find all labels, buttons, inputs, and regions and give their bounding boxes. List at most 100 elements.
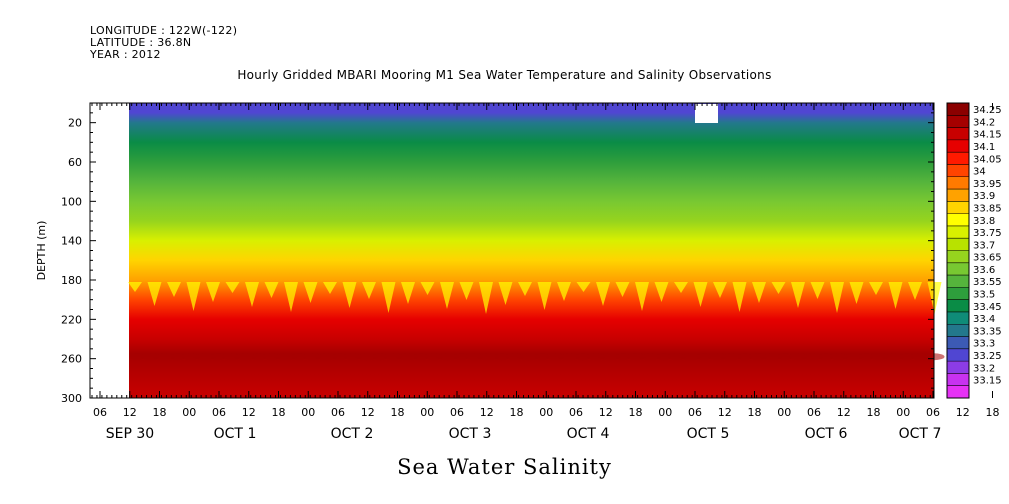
colorbar-label: 33.15 — [973, 376, 1002, 387]
yellow-spike — [908, 281, 922, 300]
band-patch — [211, 353, 225, 361]
y-tick-label: 260 — [61, 353, 82, 366]
band-patch — [882, 353, 904, 361]
colorbar-label: 34.1 — [973, 142, 995, 153]
band-patch — [598, 353, 621, 361]
missing-data-gap — [695, 104, 718, 123]
yellow-spike — [167, 281, 181, 297]
x-tick-label: 06 — [450, 406, 464, 419]
colorbar-swatch — [947, 311, 969, 325]
band-patch — [193, 353, 216, 361]
x-tick-label: 18 — [272, 406, 286, 419]
band-patch — [801, 353, 823, 361]
yellow-spike — [557, 281, 571, 301]
x-tick-label: 06 — [688, 406, 702, 419]
band-patch — [396, 353, 418, 361]
yellow-spike — [245, 281, 259, 307]
band-patch — [899, 353, 914, 361]
yellow-spike — [362, 281, 376, 299]
band-patch — [251, 353, 266, 361]
plot-area — [90, 103, 945, 398]
x-tick-label: 00 — [539, 406, 553, 419]
band-patch — [760, 353, 783, 361]
colorbar-swatch — [947, 103, 969, 116]
year-label: YEAR : 2012 — [90, 48, 161, 61]
colorbar-label: 33.2 — [973, 363, 995, 374]
colorbar-label: 33.85 — [973, 203, 1002, 214]
y-tick-label: 140 — [61, 235, 82, 248]
yellow-spike — [849, 281, 864, 304]
yellow-spike — [830, 281, 844, 313]
yellow-spike — [498, 281, 513, 305]
x-tick-label: 12 — [480, 406, 494, 419]
band-patch — [153, 353, 175, 361]
colorbar-swatch — [947, 385, 969, 399]
y-tick-label: 20 — [68, 117, 82, 130]
x-tick-label: 18 — [391, 406, 405, 419]
colorbar-label: 33.65 — [973, 253, 1002, 264]
x-day-label: OCT 7 — [899, 426, 942, 442]
colorbar-swatch — [947, 115, 969, 128]
colorbar-label: 34 — [973, 167, 986, 178]
yellow-spike — [381, 281, 396, 313]
x-tick-label: 18 — [986, 406, 1000, 419]
colorbar-label: 34.15 — [973, 130, 1002, 141]
thermocline-undulations — [128, 281, 942, 314]
band-patch — [859, 353, 873, 361]
yellow-spike — [284, 281, 298, 312]
y-tick-label: 180 — [61, 274, 82, 287]
colorbar-swatch — [947, 201, 969, 214]
colorbar-swatch — [947, 127, 969, 141]
colorbar-swatch — [947, 299, 969, 313]
band-patch — [292, 353, 306, 361]
yellow-spike — [693, 281, 708, 307]
x-tick-label: 00 — [658, 406, 672, 419]
x-tick-label: 12 — [956, 406, 970, 419]
band-patch — [413, 353, 428, 361]
y-tick-label: 220 — [61, 313, 82, 326]
band-patch — [234, 353, 256, 361]
x-tick-label: 18 — [748, 406, 762, 419]
colorbar-label: 33.7 — [973, 240, 995, 251]
band-patch — [535, 353, 549, 361]
y-tick-label: 100 — [61, 195, 82, 208]
colorbar-swatch — [947, 336, 969, 350]
yellow-spike — [654, 281, 669, 302]
colorbar-swatch — [947, 262, 969, 276]
x-tick-label: 00 — [777, 406, 791, 419]
yellow-spike — [264, 281, 279, 298]
colorbar-label: 33.25 — [973, 351, 1002, 362]
colorbar-swatch — [947, 361, 969, 374]
x-day-label: OCT 3 — [449, 426, 492, 442]
colorbar-label: 34.25 — [973, 105, 1002, 116]
y-tick-label: 60 — [68, 156, 82, 169]
yellow-spike — [635, 281, 649, 311]
yellow-spike — [732, 281, 747, 312]
band-patch — [170, 353, 185, 361]
yellow-spike — [888, 281, 903, 309]
x-tick-label: 06 — [93, 406, 107, 419]
x-tick-label: 12 — [837, 406, 851, 419]
high-salinity-band — [130, 353, 945, 361]
axes: 20 60 100 140 180 220 260 300 DEPTH (m) 06 12 18 00 0… — [35, 102, 1000, 442]
colorbar-swatch — [947, 287, 969, 300]
yellow-spike — [323, 281, 337, 294]
band-patch — [373, 353, 387, 361]
y-tick-label: 300 — [61, 392, 82, 405]
colorbar-swatch — [947, 139, 969, 153]
yellow-spike — [713, 281, 727, 298]
band-patch — [656, 353, 671, 361]
x-tick-label: 06 — [569, 406, 583, 419]
colorbar-swatch — [947, 213, 969, 227]
band-patch — [355, 353, 378, 361]
y-axis-label: DEPTH (m) — [35, 221, 48, 281]
colorbar-label: 33.4 — [973, 314, 995, 325]
x-day-label: OCT 5 — [687, 426, 730, 442]
yellow-spike — [342, 281, 357, 308]
band-patch — [477, 353, 499, 361]
x-tick-label: 18 — [867, 406, 881, 419]
x-day-label: OCT 4 — [567, 426, 610, 442]
x-tick-label: 18 — [629, 406, 643, 419]
x-tick-label: 00 — [182, 406, 196, 419]
